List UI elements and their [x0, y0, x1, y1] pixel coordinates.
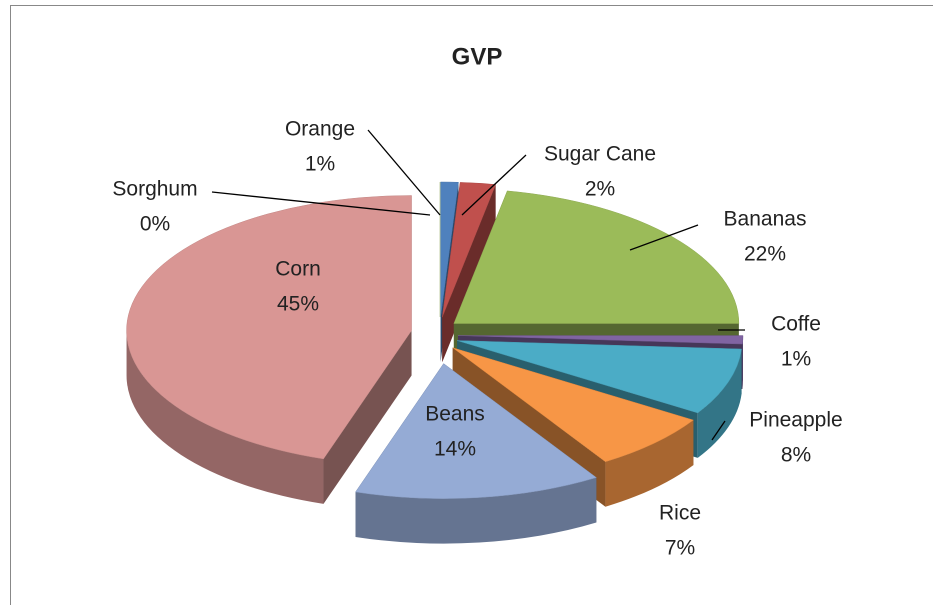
category-label: Beans: [425, 403, 485, 426]
slice: [126, 195, 412, 504]
category-label: Coffe: [771, 313, 821, 336]
chart-title: GVP: [452, 43, 503, 70]
value-label: 1%: [305, 153, 335, 176]
leader-line: [461, 154, 527, 216]
category-label: Pineapple: [749, 409, 842, 432]
slice-top: [442, 182, 497, 318]
value-label: 45%: [277, 293, 319, 316]
slice-top: [355, 363, 597, 499]
slice-top: [452, 347, 694, 462]
slice-top: [126, 195, 412, 460]
value-label: 14%: [434, 438, 476, 461]
category-label: Corn: [275, 258, 321, 281]
slice-side: [355, 477, 597, 544]
category-label: Bananas: [724, 208, 807, 231]
category-label: Sugar Cane: [544, 143, 656, 166]
slice-top: [440, 181, 459, 318]
value-label: 8%: [781, 444, 811, 467]
category-label: Orange: [285, 118, 355, 141]
slice-wall: [323, 330, 412, 504]
slice-top: [457, 335, 744, 345]
value-label: 1%: [781, 348, 811, 371]
value-label: 2%: [585, 178, 615, 201]
value-label: 7%: [665, 537, 695, 560]
slice: [442, 182, 497, 363]
slice: [355, 363, 597, 544]
leader-line: [211, 191, 431, 216]
slice-top: [457, 340, 742, 414]
slice-side: [742, 335, 743, 390]
value-label: 0%: [140, 213, 170, 236]
leader-line: [629, 224, 699, 251]
leader-line: [711, 420, 726, 441]
slice-top: [453, 190, 740, 324]
slice-side: [126, 330, 324, 504]
slice-wall: [442, 184, 496, 363]
slice-side: [605, 420, 694, 507]
category-label: Rice: [659, 502, 701, 525]
leader-line: [367, 129, 441, 216]
slice-side: [697, 349, 742, 458]
category-label: Sorghum: [112, 178, 197, 201]
value-label: 22%: [744, 243, 786, 266]
